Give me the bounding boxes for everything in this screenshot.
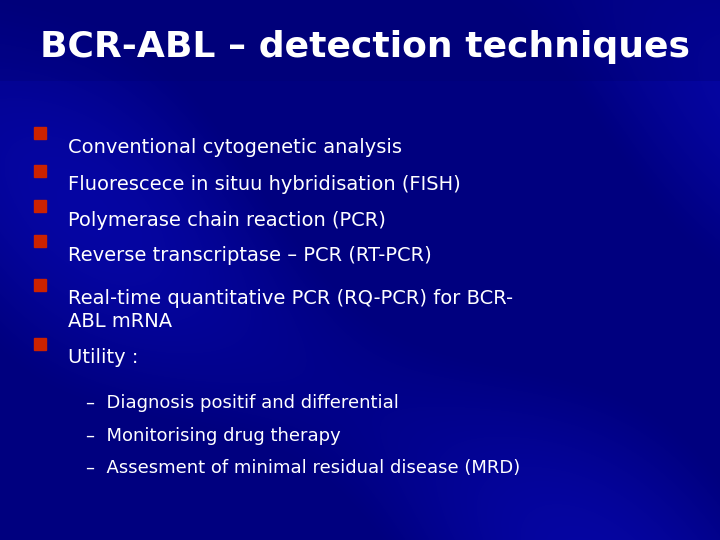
Text: BCR-ABL – detection techniques: BCR-ABL – detection techniques [40,30,690,64]
Text: –  Diagnosis positif and differential: – Diagnosis positif and differential [86,394,400,412]
Text: Real-time quantitative PCR (RQ-PCR) for BCR-
ABL mRNA: Real-time quantitative PCR (RQ-PCR) for … [68,289,513,332]
Text: Reverse transcriptase – PCR (RT-PCR): Reverse transcriptase – PCR (RT-PCR) [68,246,432,265]
Text: Conventional cytogenetic analysis: Conventional cytogenetic analysis [68,138,402,157]
Text: –  Monitorising drug therapy: – Monitorising drug therapy [86,427,341,444]
Text: Polymerase chain reaction (PCR): Polymerase chain reaction (PCR) [68,211,386,229]
Bar [0,0,720,81]
Text: –  Assesment of minimal residual disease (MRD): – Assesment of minimal residual disease … [86,459,521,477]
Text: Fluorescece in situu hybridisation (FISH): Fluorescece in situu hybridisation (FISH… [68,176,461,194]
Text: Utility :: Utility : [68,348,139,367]
